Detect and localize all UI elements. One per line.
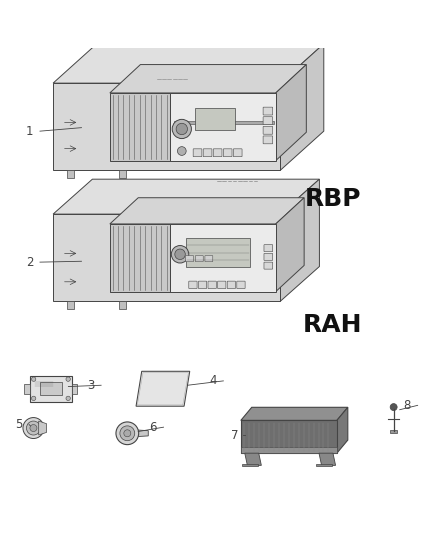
Text: 3: 3 xyxy=(87,379,95,392)
Circle shape xyxy=(116,422,139,445)
Circle shape xyxy=(175,249,185,260)
Polygon shape xyxy=(136,372,190,406)
Polygon shape xyxy=(53,179,319,214)
Circle shape xyxy=(32,396,36,400)
Text: 4: 4 xyxy=(209,374,217,387)
FancyBboxPatch shape xyxy=(189,281,197,288)
FancyBboxPatch shape xyxy=(53,214,280,302)
Circle shape xyxy=(390,403,397,410)
Text: 1: 1 xyxy=(26,125,33,138)
FancyBboxPatch shape xyxy=(263,117,273,125)
FancyBboxPatch shape xyxy=(67,171,74,179)
FancyBboxPatch shape xyxy=(223,149,232,157)
FancyBboxPatch shape xyxy=(72,384,78,394)
FancyBboxPatch shape xyxy=(67,302,74,309)
Polygon shape xyxy=(319,453,336,465)
FancyBboxPatch shape xyxy=(30,376,72,402)
FancyBboxPatch shape xyxy=(241,447,337,453)
Polygon shape xyxy=(280,44,324,171)
Polygon shape xyxy=(245,453,261,465)
Circle shape xyxy=(124,430,131,437)
Circle shape xyxy=(177,147,186,156)
FancyBboxPatch shape xyxy=(264,262,273,269)
FancyBboxPatch shape xyxy=(110,93,170,160)
FancyBboxPatch shape xyxy=(263,136,273,144)
FancyBboxPatch shape xyxy=(193,149,202,157)
FancyBboxPatch shape xyxy=(316,464,332,466)
FancyBboxPatch shape xyxy=(390,430,397,433)
FancyBboxPatch shape xyxy=(242,464,258,466)
Polygon shape xyxy=(276,64,306,160)
FancyBboxPatch shape xyxy=(213,149,222,157)
FancyBboxPatch shape xyxy=(195,108,235,130)
Text: RAH: RAH xyxy=(303,313,362,337)
Text: 7: 7 xyxy=(231,429,239,441)
FancyBboxPatch shape xyxy=(40,383,62,395)
FancyBboxPatch shape xyxy=(25,384,30,394)
Polygon shape xyxy=(337,407,348,453)
FancyBboxPatch shape xyxy=(208,281,216,288)
Circle shape xyxy=(32,377,36,381)
Polygon shape xyxy=(110,64,306,93)
Circle shape xyxy=(172,119,191,139)
FancyBboxPatch shape xyxy=(227,281,236,288)
FancyBboxPatch shape xyxy=(264,245,273,252)
Circle shape xyxy=(176,123,187,135)
Circle shape xyxy=(30,425,37,432)
Polygon shape xyxy=(39,421,46,435)
Text: 6: 6 xyxy=(149,421,157,434)
FancyBboxPatch shape xyxy=(120,171,127,179)
FancyBboxPatch shape xyxy=(110,224,170,292)
Polygon shape xyxy=(276,198,304,292)
Polygon shape xyxy=(241,407,348,421)
Polygon shape xyxy=(134,430,148,437)
FancyBboxPatch shape xyxy=(174,121,274,124)
FancyBboxPatch shape xyxy=(241,421,337,453)
FancyBboxPatch shape xyxy=(53,83,280,171)
Text: 5: 5 xyxy=(15,418,22,431)
FancyBboxPatch shape xyxy=(218,281,226,288)
FancyBboxPatch shape xyxy=(195,256,203,262)
FancyBboxPatch shape xyxy=(263,107,273,115)
FancyBboxPatch shape xyxy=(233,149,242,157)
Circle shape xyxy=(120,426,135,441)
FancyBboxPatch shape xyxy=(186,238,250,266)
FancyBboxPatch shape xyxy=(186,256,194,262)
FancyBboxPatch shape xyxy=(198,281,207,288)
FancyBboxPatch shape xyxy=(237,281,245,288)
Circle shape xyxy=(171,246,189,263)
FancyBboxPatch shape xyxy=(203,149,212,157)
FancyBboxPatch shape xyxy=(264,253,273,261)
FancyBboxPatch shape xyxy=(263,126,273,134)
FancyBboxPatch shape xyxy=(170,93,276,160)
Polygon shape xyxy=(53,44,324,83)
Circle shape xyxy=(23,417,44,439)
FancyBboxPatch shape xyxy=(205,256,213,262)
FancyBboxPatch shape xyxy=(120,302,127,309)
Circle shape xyxy=(26,421,40,435)
Polygon shape xyxy=(110,198,304,224)
Text: RBP: RBP xyxy=(304,187,361,211)
Text: 2: 2 xyxy=(26,256,33,269)
FancyBboxPatch shape xyxy=(170,224,276,292)
Polygon shape xyxy=(280,179,319,302)
Circle shape xyxy=(66,396,71,400)
Circle shape xyxy=(66,377,71,381)
Text: 8: 8 xyxy=(404,399,411,412)
